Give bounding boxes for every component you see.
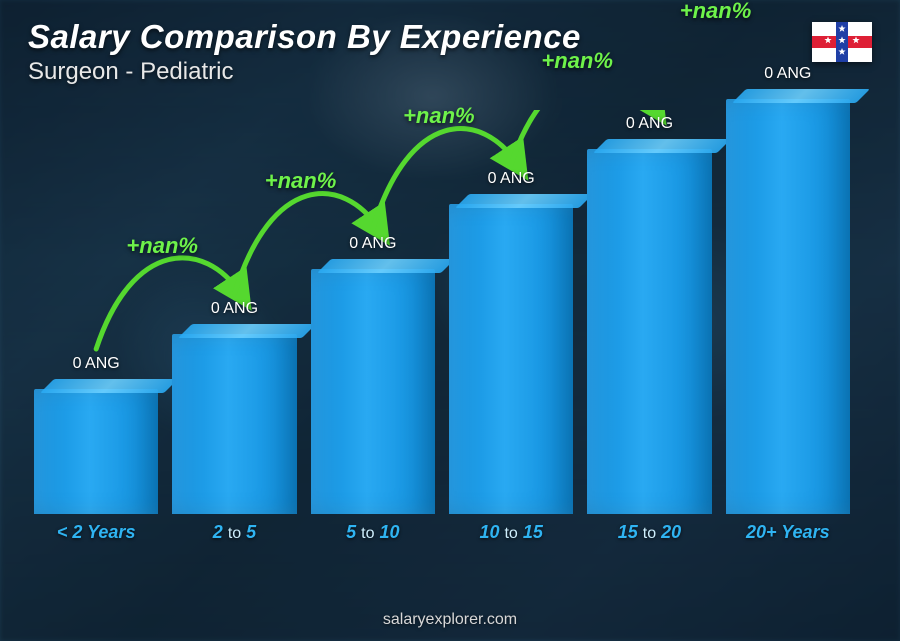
delta-label: +nan% xyxy=(126,233,198,259)
bar: 0 ANG xyxy=(311,269,435,514)
bar-front xyxy=(726,99,850,514)
bar-top xyxy=(40,379,178,393)
bar: 0 ANG xyxy=(449,204,573,514)
chart-subtitle: Surgeon - Pediatric xyxy=(28,58,581,86)
bar-value-label: 0 ANG xyxy=(726,65,850,83)
bar-value-label: 0 ANG xyxy=(172,300,296,318)
bar-slot: 0 ANG 2 to 5 xyxy=(172,334,296,543)
bar-top xyxy=(317,259,455,273)
bar-category-label: 5 to 10 xyxy=(346,522,399,543)
bar-top xyxy=(178,324,316,338)
bar-slot: 0 ANG < 2 Years xyxy=(34,389,158,543)
bar-slot: 0 ANG 20+ Years xyxy=(726,99,850,543)
bar-value-label: 0 ANG xyxy=(34,355,158,373)
bar-category-label: 20+ Years xyxy=(746,522,830,543)
bar-category-label: 2 to 5 xyxy=(213,522,256,543)
bar: 0 ANG xyxy=(34,389,158,514)
bar-top xyxy=(732,89,870,103)
footer-attribution: salaryexplorer.com xyxy=(0,611,900,629)
bar-front xyxy=(34,389,158,514)
bar-front xyxy=(449,204,573,514)
bar-top xyxy=(593,139,731,153)
bar-category-label: 15 to 20 xyxy=(618,522,681,543)
bar-category-label: 10 to 15 xyxy=(479,522,542,543)
delta-label: +nan% xyxy=(403,103,475,129)
bar-front xyxy=(172,334,296,514)
delta-label: +nan% xyxy=(680,0,752,24)
bar: 0 ANG xyxy=(726,99,850,514)
bar-front xyxy=(311,269,435,514)
bar: 0 ANG xyxy=(172,334,296,514)
bar-value-label: 0 ANG xyxy=(311,235,435,253)
chart-title: Salary Comparison By Experience xyxy=(28,18,581,56)
bar-slot: 0 ANG 15 to 20 xyxy=(587,149,711,543)
bar-slot: 0 ANG 10 to 15 xyxy=(449,204,573,543)
chart-area: 0 ANG< 2 Years0 ANG2 to 50 ANG5 to 100 A… xyxy=(34,110,850,571)
bar: 0 ANG xyxy=(587,149,711,514)
delta-label: +nan% xyxy=(265,168,337,194)
bar-category-label: < 2 Years xyxy=(57,522,136,543)
chart-stage: Salary Comparison By Experience Surgeon … xyxy=(0,0,900,641)
title-block: Salary Comparison By Experience Surgeon … xyxy=(28,18,581,86)
bar-top xyxy=(455,194,593,208)
bar-slot: 0 ANG 5 to 10 xyxy=(311,269,435,543)
bars-row: 0 ANG< 2 Years0 ANG2 to 50 ANG5 to 100 A… xyxy=(34,123,850,543)
bar-front xyxy=(587,149,711,514)
bar-value-label: 0 ANG xyxy=(587,115,711,133)
bar-value-label: 0 ANG xyxy=(449,170,573,188)
delta-label: +nan% xyxy=(541,48,613,74)
flag-icon xyxy=(812,22,872,62)
